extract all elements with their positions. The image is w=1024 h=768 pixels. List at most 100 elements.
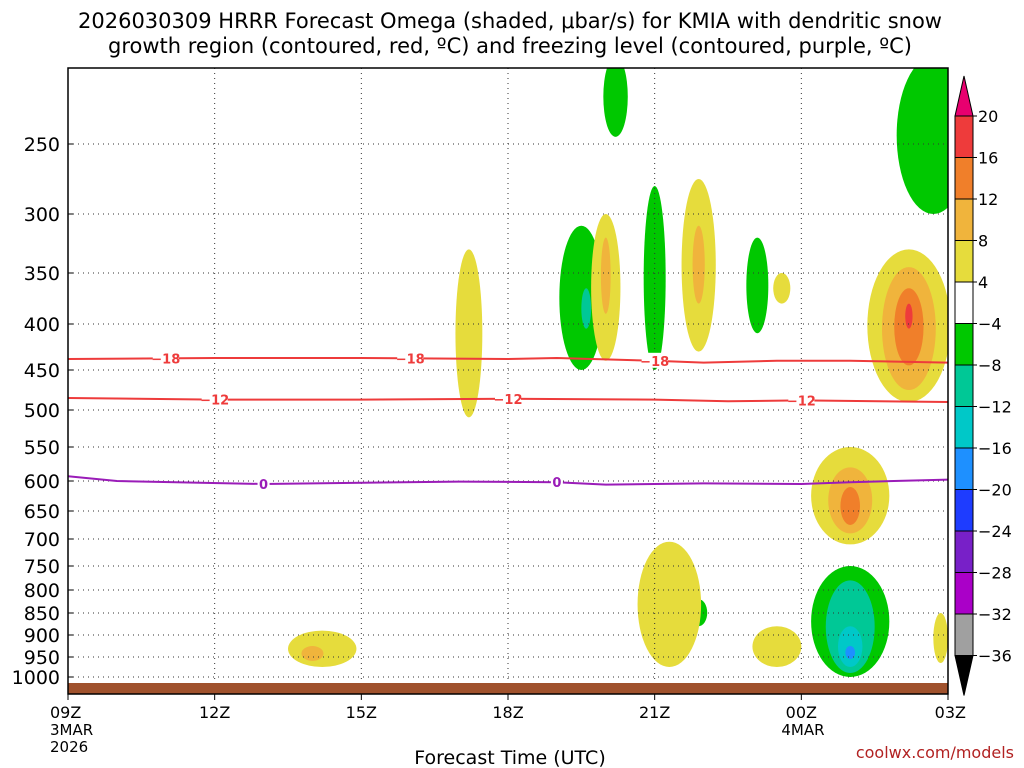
colorbar-swatch-2: [954, 157, 974, 200]
y-tick-label-600: 600: [24, 471, 60, 493]
contour-label-bg-dendritic-lower-0: [201, 391, 228, 407]
contour-freezing-level: [68, 475, 948, 486]
contour-label-bg-dendritic-lower-1: [495, 390, 521, 406]
colorbar-swatch-8: [954, 406, 974, 449]
y-tick-label-400: 400: [24, 314, 60, 336]
colorbar-label-11: −28: [978, 564, 1012, 583]
y-tick-label-300: 300: [24, 204, 60, 226]
colorbar-swatch-7: [954, 364, 974, 407]
y-tick-label-850: 850: [24, 603, 60, 625]
x-tick-label-03Z: 03Z: [935, 703, 966, 722]
contour-label-dendritic-upper-0: −18: [151, 352, 180, 367]
y-tick-label-500: 500: [24, 400, 60, 422]
y-tick-label-700: 700: [24, 529, 60, 551]
colorbar-swatch-6: [954, 323, 974, 366]
contour-dendritic-upper: [68, 356, 948, 364]
contour-layer: −18 −18 −18 −12 −12 −12 0 0: [68, 350, 948, 493]
chart-title-line-2: growth region (contoured, red, ºC) and f…: [108, 34, 912, 58]
colorbar-label-2: 12: [978, 190, 998, 209]
x-year-label-09Z: 2026: [50, 738, 88, 756]
colorbar-label-8: −16: [978, 439, 1012, 458]
omega-region-20: [905, 303, 913, 329]
x-tick-label-09Z: 09Z: [50, 703, 81, 722]
x-date-label-09Z: 3MAR: [50, 721, 93, 739]
colorbar-label-13: −36: [978, 647, 1012, 666]
x-tick-label-21Z: 21Z: [639, 703, 670, 722]
credit-text: coolwx.com/models: [856, 743, 1014, 762]
omega-region-28: [933, 613, 948, 663]
y-tick-label-1000: 1000: [12, 667, 60, 689]
colorbar-swatch-13: [954, 613, 974, 656]
contour-label-dendritic-lower-1: −12: [494, 393, 523, 408]
omega-region-23: [840, 487, 860, 525]
y-tick-label-450: 450: [24, 360, 60, 382]
omega-region-13: [600, 237, 611, 314]
y-tick-label-650: 650: [24, 501, 60, 523]
colorbar-cap-bottom: [954, 655, 974, 696]
colorbar-label-1: 16: [978, 149, 998, 168]
colorbar-swatch-3: [954, 198, 974, 241]
chart-title-line-1: 2026030309 HRRR Forecast Omega (shaded, …: [78, 9, 942, 33]
x-tick-label-18Z: 18Z: [492, 703, 523, 722]
omega-region-26: [288, 630, 357, 667]
pressure-axis: 2503003504004505005506006507007508008509…: [12, 134, 73, 689]
colorbar-swatch-1: [954, 115, 974, 158]
omega-region-11: [455, 249, 483, 418]
colorbar-swatch-10: [954, 489, 974, 532]
contour-label-bg-dendritic-upper-2: [641, 352, 668, 368]
colorbar-label-6: −8: [978, 356, 1002, 375]
omega-region-27: [301, 646, 324, 661]
colorbar-label-12: −32: [978, 605, 1012, 624]
omega-region-24: [637, 541, 702, 667]
x-tick-label-12Z: 12Z: [199, 703, 230, 722]
omega-region-5: [746, 237, 769, 334]
colorbar-label-7: −12: [978, 398, 1012, 417]
contour-label-bg-freezing-level-0: [257, 476, 270, 491]
contour-label-dendritic-lower-0: −12: [200, 394, 229, 409]
x-tick-label-15Z: 15Z: [346, 703, 377, 722]
colorbar-swatch-5: [954, 281, 974, 324]
colorbar-label-4: 4: [978, 273, 988, 292]
colorbar-label-10: −24: [978, 522, 1012, 541]
x-axis-title: Forecast Time (UTC): [414, 747, 605, 768]
omega-region-0: [896, 68, 948, 214]
colorbar-label-5: −4: [978, 315, 1002, 334]
x-tick-label-00Z: 00Z: [786, 703, 817, 722]
contour-label-bg-freezing-level-1: [550, 474, 563, 490]
colorbar-legend: 20 16 12 8 4 −4 −8 −12 −16 −20 −24 −28 −32 −36: [954, 75, 1012, 696]
contour-label-bg-dendritic-upper-0: [152, 350, 179, 366]
colorbar-swatch-12: [954, 572, 974, 615]
contour-label-dendritic-upper-1: −18: [396, 352, 425, 367]
colorbar-label-9: −20: [978, 481, 1012, 500]
gridlines: [68, 68, 948, 694]
colorbar-swatch-9: [954, 447, 974, 490]
omega-region-10: [845, 646, 856, 659]
y-tick-label-750: 750: [24, 556, 60, 578]
omega-region-15: [692, 225, 705, 304]
colorbar-swatch-11: [954, 530, 974, 573]
contour-label-freezing-level-1: 0: [552, 476, 561, 491]
colorbar-cap-top: [954, 75, 974, 117]
ground-surface-strip: [68, 683, 948, 694]
y-tick-label-350: 350: [24, 263, 60, 285]
omega-region-2: [581, 288, 592, 329]
colorbar-label-3: 8: [978, 232, 988, 251]
y-tick-label-250: 250: [24, 134, 60, 156]
x-date-label-00Z: 4MAR: [781, 721, 824, 739]
contour-label-dendritic-lower-2: −12: [787, 394, 816, 409]
y-tick-label-550: 550: [24, 437, 60, 459]
contour-label-bg-dendritic-upper-1: [397, 350, 424, 366]
omega-region-16: [773, 273, 791, 304]
contour-label-bg-dendritic-lower-2: [788, 392, 815, 408]
y-tick-label-950: 950: [24, 647, 60, 669]
omega-shading-layer: [288, 68, 948, 677]
y-tick-label-800: 800: [24, 580, 60, 602]
colorbar-label-0: 20: [978, 107, 998, 126]
contour-label-dendritic-upper-2: −18: [640, 355, 669, 370]
omega-region-25: [752, 626, 802, 667]
omega-region-3: [603, 68, 628, 137]
contour-label-freezing-level-0: 0: [259, 478, 268, 493]
y-tick-label-900: 900: [24, 625, 60, 647]
